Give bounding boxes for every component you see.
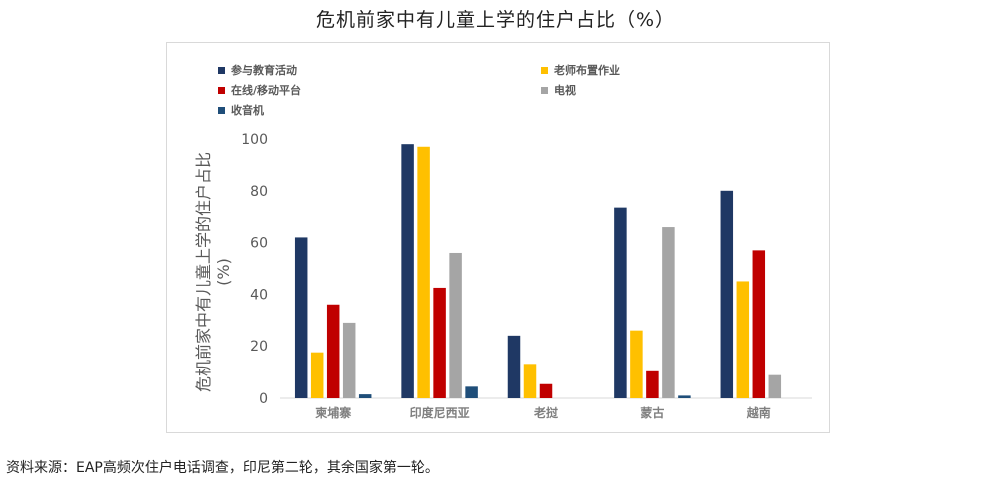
x-tick-label: 蒙古	[640, 405, 664, 420]
x-tick-label: 柬埔寨	[314, 405, 351, 420]
bar	[358, 394, 372, 398]
y-tick-label: 80	[250, 184, 268, 200]
bar	[433, 287, 446, 398]
legend-label: 参与教育活动	[231, 63, 297, 77]
x-tick-label: 印度尼西亚	[410, 405, 470, 420]
legend-swatch	[218, 67, 225, 74]
legend-swatch	[541, 87, 548, 94]
bar	[646, 370, 659, 398]
bar	[614, 207, 627, 398]
bar	[417, 146, 430, 398]
legend-swatch	[218, 87, 225, 94]
bar	[465, 386, 478, 398]
legend-swatch	[218, 107, 225, 114]
bar	[310, 352, 324, 398]
legend-label: 电视	[554, 83, 576, 97]
plot-frame	[166, 42, 830, 433]
bar	[507, 335, 521, 398]
bars	[294, 144, 782, 398]
y-tick-label: 0	[259, 391, 268, 407]
bar	[294, 237, 308, 398]
bar	[678, 395, 691, 398]
y-axis-ticks: 0 20 40 60 80 100	[241, 132, 268, 407]
bar	[736, 281, 750, 398]
bar	[326, 304, 340, 398]
y-tick-label: 100	[241, 132, 268, 148]
y-tick-label: 60	[250, 236, 268, 252]
y-tick-label: 20	[250, 339, 268, 355]
bar	[752, 250, 766, 398]
bar	[720, 190, 734, 398]
legend-label: 老师布置作业	[553, 63, 620, 77]
bar	[449, 252, 462, 398]
bar	[768, 374, 782, 398]
y-axis-label: 危机前家中有儿童上学的住户占比	[194, 152, 213, 392]
y-tick-label: 40	[250, 287, 268, 303]
legend-swatch	[541, 67, 548, 74]
bar	[662, 227, 675, 398]
bar	[401, 144, 414, 398]
x-tick-label: 老挝	[534, 405, 559, 420]
source-note: 资料来源：EAP高频次住户电话调查，印尼第二轮，其余国家第一轮。	[6, 460, 439, 476]
legend-label: 在线/移动平台	[231, 83, 301, 97]
bar	[523, 364, 537, 398]
bar	[630, 330, 643, 398]
legend-label: 收音机	[231, 103, 264, 117]
y-axis-unit: (%)	[214, 258, 233, 286]
x-tick-label: 越南	[746, 405, 771, 420]
chart-title: 危机前家中有儿童上学的住户占比（%）	[315, 9, 676, 31]
bar	[342, 322, 356, 398]
bar	[539, 383, 553, 398]
